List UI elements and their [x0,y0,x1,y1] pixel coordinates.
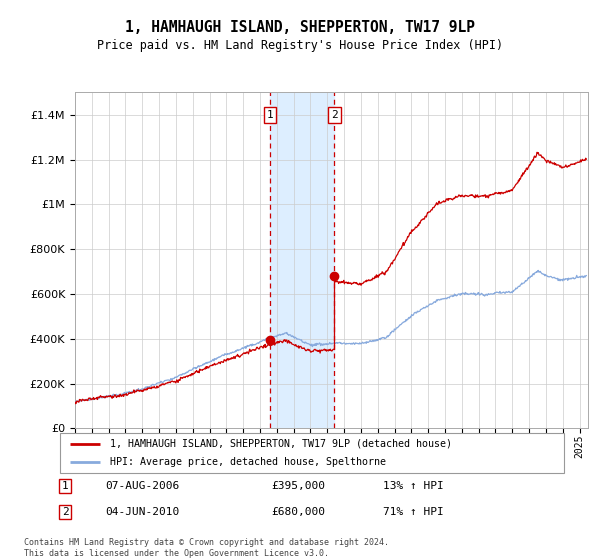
Text: 04-JUN-2010: 04-JUN-2010 [106,507,179,517]
Text: 2: 2 [331,110,338,120]
Text: £680,000: £680,000 [272,507,326,517]
Text: 1: 1 [267,110,274,120]
Text: Contains HM Land Registry data © Crown copyright and database right 2024.
This d: Contains HM Land Registry data © Crown c… [24,538,389,558]
Text: 1: 1 [62,481,68,491]
Text: Price paid vs. HM Land Registry's House Price Index (HPI): Price paid vs. HM Land Registry's House … [97,39,503,52]
Text: 1, HAMHAUGH ISLAND, SHEPPERTON, TW17 9LP (detached house): 1, HAMHAUGH ISLAND, SHEPPERTON, TW17 9LP… [110,439,452,449]
FancyBboxPatch shape [60,433,564,473]
Text: £395,000: £395,000 [272,481,326,491]
Bar [270,92,334,428]
Text: 2: 2 [62,507,68,517]
Text: 71% ↑ HPI: 71% ↑ HPI [383,507,443,517]
Text: 07-AUG-2006: 07-AUG-2006 [106,481,179,491]
Text: HPI: Average price, detached house, Spelthorne: HPI: Average price, detached house, Spel… [110,458,386,467]
Text: 13% ↑ HPI: 13% ↑ HPI [383,481,443,491]
Text: 1, HAMHAUGH ISLAND, SHEPPERTON, TW17 9LP: 1, HAMHAUGH ISLAND, SHEPPERTON, TW17 9LP [125,20,475,35]
